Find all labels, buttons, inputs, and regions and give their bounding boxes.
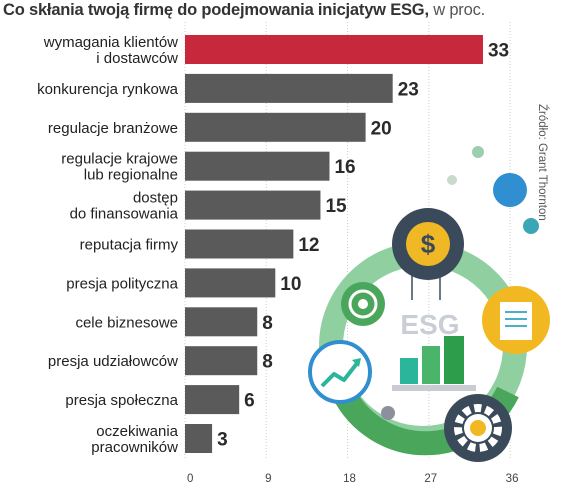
gear-icon [454, 404, 502, 452]
value-label: 16 [334, 157, 355, 178]
x-tick-label: 9 [265, 473, 271, 485]
category-label-line: dostęp [133, 190, 178, 207]
bar-shape [185, 73, 393, 103]
bar-shape [185, 112, 366, 142]
bar-shape [185, 229, 294, 259]
category-label: regulacje krajowe lub regionalne [61, 151, 178, 184]
category-label-line: i dostawców [96, 50, 178, 67]
category-label-line: regulacje branżowe [48, 120, 178, 137]
value-label: 15 [325, 196, 347, 217]
dollar-coin-shape [406, 222, 450, 266]
category-label-line: cele biznesowe [75, 314, 178, 331]
x-axis-ticks: 0 9 18 27 36 [187, 473, 518, 485]
value-label: 6 [244, 391, 255, 412]
x-tick-label: 0 [187, 473, 193, 485]
category-label: wymagania klientów i dostawców [43, 34, 178, 67]
category-label: regulacje branżowe [48, 120, 178, 137]
target-icon [348, 289, 378, 319]
bar-shape [185, 385, 240, 415]
bar-shape [185, 424, 213, 453]
dot-shape [472, 146, 484, 158]
category-label: oczekiwania pracowników [91, 423, 178, 456]
chart-title: Co skłania twoją firmę do podejmowania i… [3, 1, 485, 20]
bar-shape [185, 190, 321, 220]
category-label-line: regulacje krajowe [61, 151, 178, 168]
category-label-line: konkurencja rynkowa [37, 81, 179, 98]
category-label-line: oczekiwania [96, 423, 178, 440]
value-label: 23 [398, 79, 419, 100]
category-label: dostęp do finansowania [70, 190, 179, 223]
category-label-line: wymagania klientów [43, 34, 178, 51]
dot-shape [447, 175, 457, 185]
bar-icon-bar-shape [422, 346, 440, 384]
value-label: 20 [371, 118, 392, 139]
dollar-icon: $ [421, 229, 436, 259]
category-label-line: pracowników [91, 439, 178, 456]
bar-shape [185, 268, 276, 298]
category-label-line: presja udziałowców [48, 353, 178, 370]
category-label-line: reputacja firmy [80, 237, 179, 254]
category-label: presja polityczna [66, 275, 178, 292]
value-label: 10 [280, 274, 301, 295]
value-label: 3 [217, 430, 228, 451]
x-tick-label: 27 [424, 473, 437, 485]
category-labels: wymagania klientów i dostawców konkurencja… [37, 34, 179, 456]
bar-shape [185, 307, 258, 337]
value-label: 8 [262, 352, 273, 373]
category-label: presja udziałowców [48, 353, 178, 370]
bar-shape [185, 35, 483, 64]
trend-arrowhead-shape [352, 358, 361, 367]
x-tick-label: 18 [343, 473, 356, 485]
bars [185, 35, 483, 453]
dot-shape [381, 406, 395, 420]
bar-shape [185, 151, 330, 181]
chart-title-text: Co skłania twoją firmę do podejmowania i… [3, 1, 429, 19]
category-label-line: do finansowania [70, 206, 179, 223]
dot-shape [493, 173, 527, 207]
bar-icon-bar-shape [444, 336, 464, 384]
dot-shape [523, 218, 539, 234]
esg-label: ESG [400, 309, 459, 340]
bar-icon-base-shape [392, 385, 476, 391]
category-label: reputacja firmy [80, 237, 179, 254]
chart-title-unit: w proc. [433, 1, 486, 19]
bar-icon-bar-shape [400, 358, 418, 384]
category-label-line: lub regionalne [84, 167, 178, 184]
value-label: 12 [298, 235, 319, 256]
category-label: cele biznesowe [75, 314, 178, 331]
trend-up-icon [320, 360, 360, 388]
trend-badge-shape [308, 340, 372, 404]
x-tick-label: 36 [506, 473, 519, 485]
target-center-shape [358, 299, 368, 309]
gear-center-shape [470, 420, 486, 436]
category-label: konkurencja rynkowa [37, 81, 179, 98]
category-label: presja społeczna [65, 392, 178, 409]
category-label-line: presja społeczna [65, 392, 178, 409]
bar-shape [185, 346, 258, 376]
value-label: 33 [488, 41, 509, 62]
esg-illustration: ESG $ [308, 146, 550, 462]
document-icon [500, 302, 532, 340]
value-label: 8 [262, 313, 273, 334]
category-label-line: presja polityczna [66, 275, 178, 292]
